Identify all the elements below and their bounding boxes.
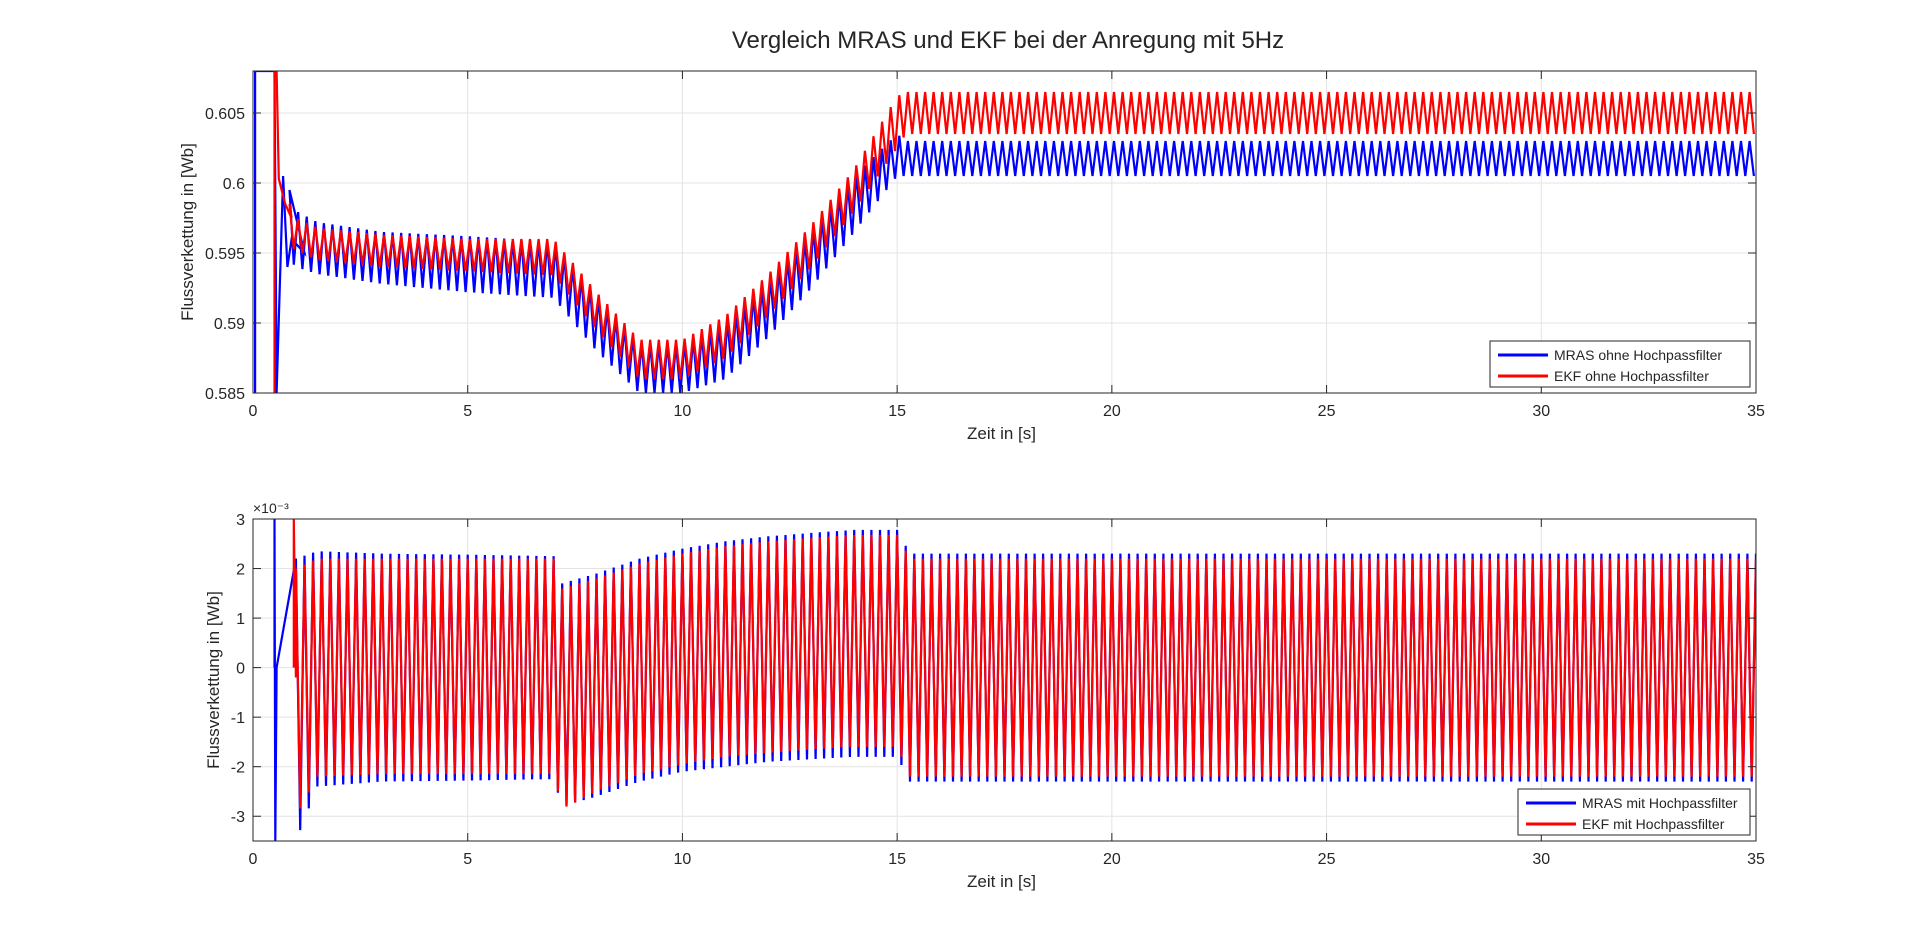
legend	[1489, 340, 1751, 388]
y-tick-label: -3	[231, 809, 245, 826]
legend-label: EKF mit Hochpassfilter	[1582, 816, 1725, 832]
x-tick-label: 35	[1747, 851, 1765, 868]
x-tick-label: 5	[463, 851, 472, 868]
legend-label: MRAS ohne Hochpassfilter	[1554, 347, 1722, 363]
y-tick-label: 2	[236, 562, 245, 579]
y-tick-label: -1	[231, 710, 245, 727]
x-tick-label: 20	[1103, 851, 1121, 868]
x-tick-label: 25	[1318, 851, 1336, 868]
y-tick-label: 1	[236, 611, 245, 628]
axes-box	[252, 70, 1757, 394]
figure-title: Vergleich MRAS und EKF bei der Anregung …	[732, 27, 1284, 54]
x-axis-label: Zeit in [s]	[967, 872, 1036, 891]
legend-label: EKF ohne Hochpassfilter	[1554, 368, 1709, 384]
y-tick-label: 0	[236, 661, 245, 678]
x-tick-label: 15	[888, 403, 906, 420]
legend-label: MRAS mit Hochpassfilter	[1582, 795, 1738, 811]
x-tick-label: 30	[1532, 403, 1550, 420]
x-tick-label: 0	[249, 851, 258, 868]
axes-box	[252, 518, 1757, 842]
y-tick-label: 0.605	[205, 106, 245, 123]
x-tick-label: 25	[1318, 403, 1336, 420]
subplot-top: 0 5 10 15 20 25 30 35 0.585 0.59 0.595 0.6 0.605 Zeit…	[178, 70, 1765, 443]
x-tick-label: 10	[674, 403, 692, 420]
y-tick-label: -2	[231, 760, 245, 777]
series-ekf	[273, 71, 1755, 393]
subplot-bottom: 0 5 10 15 20 25 30 35 -3 -2 -1 0 1 2 3 Zeit in [s] Fluss…	[204, 500, 1765, 891]
y-tick-label: 0.59	[214, 316, 245, 333]
x-tick-label: 10	[674, 851, 692, 868]
x-tick-label: 5	[463, 403, 472, 420]
x-axis-label: Zeit in [s]	[967, 424, 1036, 443]
legend	[1517, 788, 1751, 836]
x-tick-label: 0	[249, 403, 258, 420]
x-tick-label: 35	[1747, 403, 1765, 420]
y-tick-label: 0.585	[205, 386, 245, 403]
y-tick-label: 3	[236, 512, 245, 529]
x-tick-label: 15	[888, 851, 906, 868]
x-tick-label: 20	[1103, 403, 1121, 420]
y-axis-label: Flussverkettung in [Wb]	[178, 143, 197, 321]
y-tick-label: 0.6	[223, 176, 245, 193]
y-axis-label: Flussverkettung in [Wb]	[204, 591, 223, 769]
x-tick-label: 30	[1532, 851, 1550, 868]
series-line	[273, 71, 1755, 393]
y-tick-label: 0.595	[205, 246, 245, 263]
y-scale-label: ×10⁻³	[253, 500, 289, 516]
series-line	[292, 519, 1756, 809]
series-ekf	[292, 519, 1756, 809]
